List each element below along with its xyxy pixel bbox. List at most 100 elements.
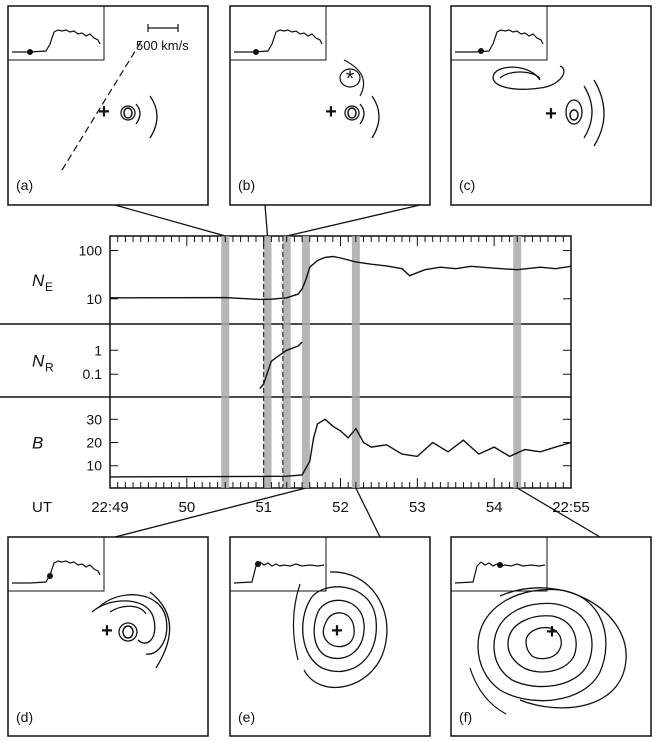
contour (120, 105, 136, 121)
x-tick-label: 22:49 (91, 499, 129, 516)
contour (91, 600, 156, 644)
contour (583, 85, 593, 139)
origin-cross: + (98, 101, 110, 123)
contour (565, 99, 583, 125)
contour (123, 107, 133, 119)
contour (371, 95, 380, 139)
x-tick-label: 52 (332, 499, 349, 516)
mini-plot-marker (497, 562, 503, 568)
contour (118, 622, 138, 642)
y-tick-label: 10 (86, 458, 102, 474)
x-tick-label: 22:55 (552, 499, 590, 516)
series-line (109, 418, 572, 478)
inset-label: (b) (238, 177, 255, 193)
contour (97, 594, 168, 655)
y-tick-label: 1 (94, 342, 102, 358)
contour (122, 625, 134, 639)
contour (322, 612, 355, 648)
connector-line (264, 204, 269, 237)
mini-plot-frame (450, 536, 548, 592)
origin-cross: + (545, 103, 557, 125)
contour (303, 571, 388, 689)
inset-panel-d: + (d) (7, 536, 209, 737)
scale-bar-label: 500 km/s (136, 38, 189, 53)
mini-plot-frame (229, 5, 327, 61)
contour (499, 587, 627, 709)
x-tick-label: 50 (178, 499, 195, 516)
mini-plot-frame (7, 536, 105, 592)
contour (347, 107, 357, 119)
x-tick-label: 54 (486, 499, 503, 516)
connector-line (516, 487, 601, 538)
y-tick-label: 0.1 (83, 366, 103, 382)
star-symbol: * (346, 66, 355, 91)
inset-frame (450, 5, 652, 206)
inset-connectors (114, 204, 601, 538)
mini-plot-marker (478, 48, 484, 54)
inset-label: (e) (238, 709, 255, 725)
data-series (109, 255, 572, 478)
contour (292, 583, 301, 661)
plot-frame (109, 235, 572, 489)
panel-axis-label-subscript: R (45, 361, 54, 375)
origin-cross: + (546, 621, 558, 643)
time-markers (221, 236, 522, 488)
connector-line (355, 487, 381, 538)
mini-plot-marker (27, 49, 33, 55)
contour (339, 68, 361, 88)
mini-plot-trace (12, 29, 101, 53)
series-line (259, 341, 303, 390)
panel-axis-label: B (32, 434, 43, 453)
contour (499, 71, 541, 79)
inset-frame (7, 536, 209, 737)
mini-plot-marker (47, 573, 53, 579)
panel-axis-label: N (32, 352, 45, 371)
origin-cross: + (325, 101, 337, 123)
mini-plot-marker (255, 561, 261, 567)
panel-axis-label-subscript: E (45, 280, 53, 294)
y-tick-label: 100 (79, 243, 103, 259)
mini-plot-frame (7, 5, 105, 61)
contour (343, 59, 365, 97)
inset-frame (229, 536, 431, 737)
contour (359, 103, 365, 125)
x-axis-label: UT (32, 499, 52, 516)
inset-frame (450, 536, 652, 737)
trajectory-dashed-line (61, 39, 143, 171)
gray-band-marker (282, 236, 291, 488)
inset-panel-f: + (f) (450, 536, 652, 737)
y-tick-label: 30 (86, 411, 102, 427)
contour (149, 591, 171, 669)
inset-label: (c) (459, 177, 475, 193)
contour (569, 109, 579, 121)
origin-cross: + (101, 620, 113, 642)
contour (149, 95, 158, 139)
inset-label: (d) (16, 709, 33, 725)
inset-panel-b: * + (b) (229, 5, 431, 206)
contour (507, 615, 577, 673)
gray-band-marker (301, 236, 310, 488)
contour (493, 602, 593, 688)
gray-band-marker (513, 236, 522, 488)
contour (302, 586, 377, 673)
mini-plot-frame (450, 5, 548, 61)
contour (313, 599, 365, 660)
x-tick-label: 53 (409, 499, 426, 516)
contour (525, 626, 562, 660)
contour (135, 103, 141, 125)
mini-plot-frame (229, 536, 327, 592)
contour (469, 667, 507, 715)
connector-line (114, 487, 307, 538)
gray-band-marker (351, 236, 360, 488)
y-tick-label: 20 (86, 435, 102, 451)
contour (492, 65, 565, 90)
inset-frame (229, 5, 431, 206)
x-axis: UT 22:49 50 51 52 53 54 22:55 (32, 499, 590, 516)
gray-band-marker (263, 236, 272, 488)
x-tick-label: 51 (255, 499, 272, 516)
inset-frame (7, 5, 209, 206)
mini-plot-marker (253, 49, 259, 55)
